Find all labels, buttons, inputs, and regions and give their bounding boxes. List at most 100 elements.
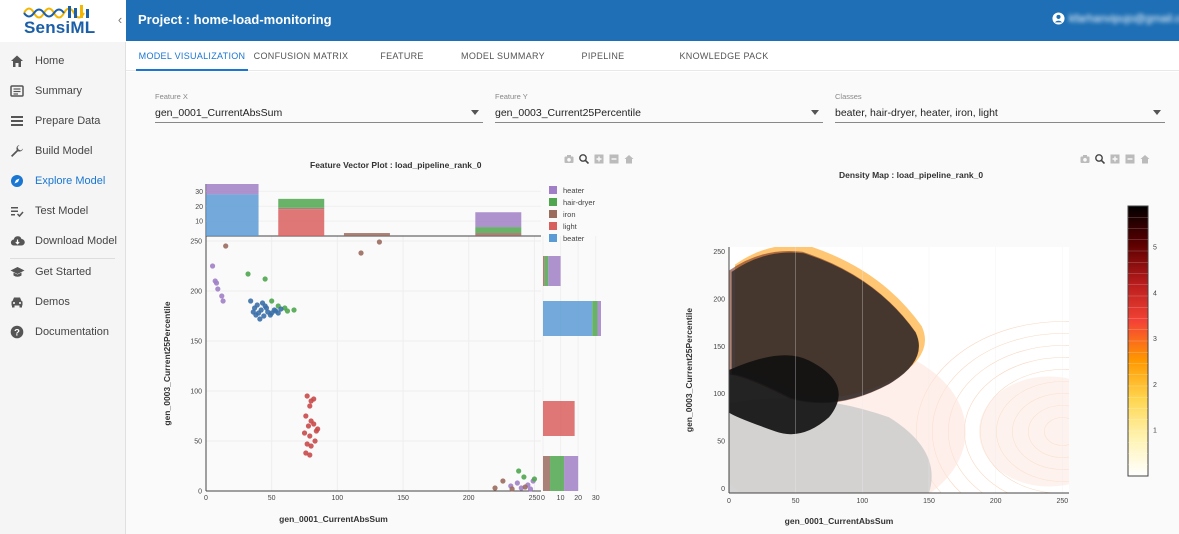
legend-swatch-light <box>549 222 557 230</box>
user-menu[interactable]: kfarhanvipujo@gmail.com <box>1052 12 1179 25</box>
data-point-light <box>307 433 313 439</box>
sidebar-item-label: Test Model <box>35 205 89 217</box>
top-hist-bar-iron <box>475 233 522 236</box>
tab-confusion-matrix[interactable]: CONFUSION MATRIX <box>253 51 349 61</box>
colorbar <box>1127 205 1149 477</box>
zoom-out-icon[interactable] <box>609 151 619 164</box>
data-point-heater <box>215 286 221 292</box>
data-point-hair-dryer <box>262 276 268 282</box>
scatter-plot-title: Feature Vector Plot : load_pipeline_rank… <box>310 160 482 170</box>
legend-label-iron: iron <box>563 210 576 219</box>
y-tick-label: 100 <box>713 391 725 398</box>
data-point-iron <box>358 250 364 256</box>
colorbar-tick: 4 <box>1153 290 1157 297</box>
sidebar-item-label: Documentation <box>35 326 109 338</box>
x-tick-label: 50 <box>792 498 800 505</box>
compass-icon <box>9 173 25 189</box>
feature-x-select[interactable]: Feature X gen_0001_CurrentAbsSum <box>155 88 483 123</box>
data-point-iron <box>492 485 498 491</box>
chevron-down-icon <box>1153 110 1161 115</box>
right-hist-bar-hair-dryer <box>544 256 549 286</box>
sidebar: SensiML ‹ Home Summary Prepare Data Buil… <box>0 0 126 534</box>
feature-x-label: Feature X <box>155 92 188 101</box>
zoom-in-icon[interactable] <box>594 151 604 164</box>
zoom-out-icon[interactable] <box>1125 151 1135 164</box>
data-point-heater <box>514 480 520 486</box>
top-hist-bar-heater <box>475 212 522 228</box>
right-hist-bar-heater <box>564 456 579 491</box>
classes-value: beater, hair-dryer, heater, iron, light <box>835 107 998 119</box>
classes-select[interactable]: Classes beater, hair-dryer, heater, iron… <box>835 88 1165 123</box>
logo-waves-icon <box>23 5 89 19</box>
home-reset-icon[interactable] <box>624 151 634 164</box>
sidebar-item-label: Prepare Data <box>35 115 101 127</box>
x-tick-label: 250 <box>529 495 541 502</box>
classes-label: Classes <box>835 92 862 101</box>
x-tick-label: 0 <box>204 495 208 502</box>
right-hist-bar-hair-dryer <box>550 456 565 491</box>
camera-icon[interactable] <box>564 151 574 163</box>
sidebar-item-demos[interactable]: Demos <box>0 287 125 317</box>
chevron-down-icon <box>811 110 819 115</box>
zoom-icon[interactable] <box>579 151 590 165</box>
tab-feature-summary[interactable]: FEATURE SUMMARY <box>378 51 426 91</box>
checklist-icon <box>9 203 25 219</box>
tab-model-visualization[interactable]: MODEL VISUALIZATION <box>136 41 248 71</box>
camera-icon[interactable] <box>1080 151 1090 163</box>
data-point-heater <box>518 485 524 491</box>
x-tick-label: 200 <box>990 498 1002 505</box>
top-bar: Project : home-load-monitoring kfarhanvi… <box>126 0 1179 41</box>
tab-knowledge-pack-summary[interactable]: KNOWLEDGE PACK SUMMARY <box>679 51 769 91</box>
account-circle-icon <box>1052 12 1065 25</box>
top-hist-bar-light <box>278 209 325 236</box>
x-axis-label: gen_0001_CurrentAbsSum <box>785 516 894 526</box>
data-point-hair-dryer <box>531 476 538 482</box>
top-hist-tick: 30 <box>195 189 203 196</box>
data-point-hair-dryer <box>291 307 297 313</box>
feature-vector-plot[interactable]: 0 50 100 150 200 250050100150200250gen_0001_C… <box>126 154 626 534</box>
legend-swatch-heater <box>549 186 557 194</box>
sidebar-item-label: Get Started <box>35 266 92 278</box>
sidebar-item-test-model[interactable]: Test Model <box>0 196 125 226</box>
sidebar-item-prepare-data[interactable]: Prepare Data <box>0 106 125 136</box>
tab-model-summary[interactable]: MODEL SUMMARY <box>461 51 545 61</box>
data-point-light <box>304 393 310 399</box>
home-reset-icon[interactable] <box>1140 151 1150 164</box>
right-hist-bar-heater <box>597 301 601 336</box>
top-hist-bar-heater <box>206 184 259 195</box>
sidebar-item-download-model[interactable]: Download Model <box>0 226 125 256</box>
sidebar-item-build-model[interactable]: Build Model <box>0 136 125 166</box>
data-point-heater <box>220 298 226 304</box>
sidebar-item-label: Explore Model <box>35 175 106 187</box>
density-map-plot[interactable]: 0 50 100 150 200 250 0 50 100 150 200 250 gen_0001_C… <box>639 154 1179 534</box>
y-tick-label: 250 <box>190 239 202 246</box>
x-tick-label: 100 <box>856 498 868 505</box>
x-tick-label: 150 <box>923 498 935 505</box>
zoom-in-icon[interactable] <box>1110 151 1120 164</box>
svg-text:?: ? <box>14 328 20 339</box>
y-tick-label: 0 <box>721 486 725 493</box>
zoom-icon[interactable] <box>1095 151 1106 165</box>
tab-bar: MODEL VISUALIZATION CONFUSION MATRIX FEA… <box>126 41 1179 91</box>
right-hist-bar-beater <box>543 301 593 336</box>
summary-icon <box>9 83 25 99</box>
sidebar-item-explore-model[interactable]: Explore Model <box>0 166 125 196</box>
y-axis-label: gen_0003_Current25Percentile <box>684 308 694 433</box>
sidebar-item-get-started[interactable]: Get Started <box>0 257 125 287</box>
user-email: kfarhanvipujo@gmail.com <box>1069 12 1179 25</box>
top-hist-tick: 10 <box>195 219 203 226</box>
tab-pipeline-summary[interactable]: PIPELINE SUMMARY <box>579 51 627 91</box>
sidebar-item-documentation[interactable]: ? Documentation <box>0 317 125 347</box>
sidebar-item-home[interactable]: Home <box>0 46 125 76</box>
y-tick-label: 200 <box>713 297 725 304</box>
feature-y-select[interactable]: Feature Y gen_0003_Current25Percentile <box>495 88 823 123</box>
x-tick-label: 100 <box>332 495 344 502</box>
legend-swatch-beater <box>549 234 557 242</box>
data-point-light <box>312 438 318 444</box>
data-point-iron <box>376 239 383 245</box>
collapse-sidebar-button[interactable]: ‹ <box>117 12 123 27</box>
sidebar-divider <box>10 258 115 259</box>
logo[interactable]: SensiML <box>0 0 126 42</box>
sidebar-item-summary[interactable]: Summary <box>0 76 125 106</box>
